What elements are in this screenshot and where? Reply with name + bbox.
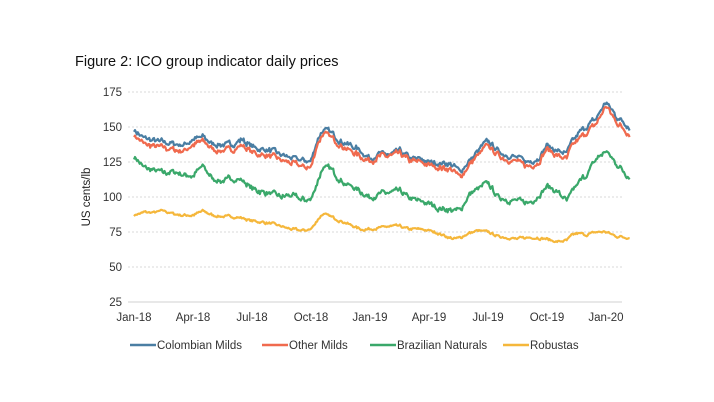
y-axis-ticks: 25 50 75 100 125 150 175 (103, 87, 122, 309)
x-tick-label: Jan-18 (116, 312, 151, 324)
series-line-brazilian-naturals (132, 150, 631, 214)
x-tick-label: Apr-19 (412, 312, 447, 324)
x-tick-label: Jan-20 (588, 312, 623, 324)
x-axis-ticks: Jan-18 Apr-18 Jul-18 Oct-18 Jan-19 Apr-19 Jul-… (116, 312, 623, 324)
y-tick-label: 75 (109, 227, 122, 239)
y-tick-label: 175 (103, 87, 122, 99)
series-line-robustas (133, 208, 631, 244)
x-tick-label: Jul-18 (236, 312, 267, 324)
series-line-other-milds (133, 105, 631, 179)
figure-title: Figure 2: ICO group indicator daily pric… (75, 54, 339, 70)
series-line-colombian-milds (133, 101, 631, 174)
y-tick-label: 150 (103, 122, 122, 134)
y-tick-label: 125 (103, 157, 122, 169)
legend-item: Colombian Milds (130, 340, 242, 352)
x-tick-label: Oct-18 (294, 312, 329, 324)
y-axis-label: US cents/lb (81, 168, 93, 227)
legend-label: Other Milds (289, 340, 348, 352)
y-tick-label: 100 (103, 192, 122, 204)
legend: Colombian Milds Other Milds Brazilian Natu… (130, 340, 579, 352)
legend-item: Robustas (503, 340, 579, 352)
y-tick-label: 25 (109, 297, 122, 309)
series-lines (132, 101, 631, 244)
legend-label: Robustas (530, 340, 579, 352)
x-tick-label: Jul-19 (472, 312, 503, 324)
legend-item: Brazilian Naturals (370, 340, 487, 352)
x-tick-label: Jan-19 (352, 312, 387, 324)
legend-label: Colombian Milds (157, 340, 242, 352)
x-tick-label: Apr-18 (176, 312, 211, 324)
legend-item: Other Milds (262, 340, 348, 352)
y-tick-label: 50 (109, 262, 122, 274)
x-tick-label: Oct-19 (530, 312, 565, 324)
legend-label: Brazilian Naturals (397, 340, 487, 352)
